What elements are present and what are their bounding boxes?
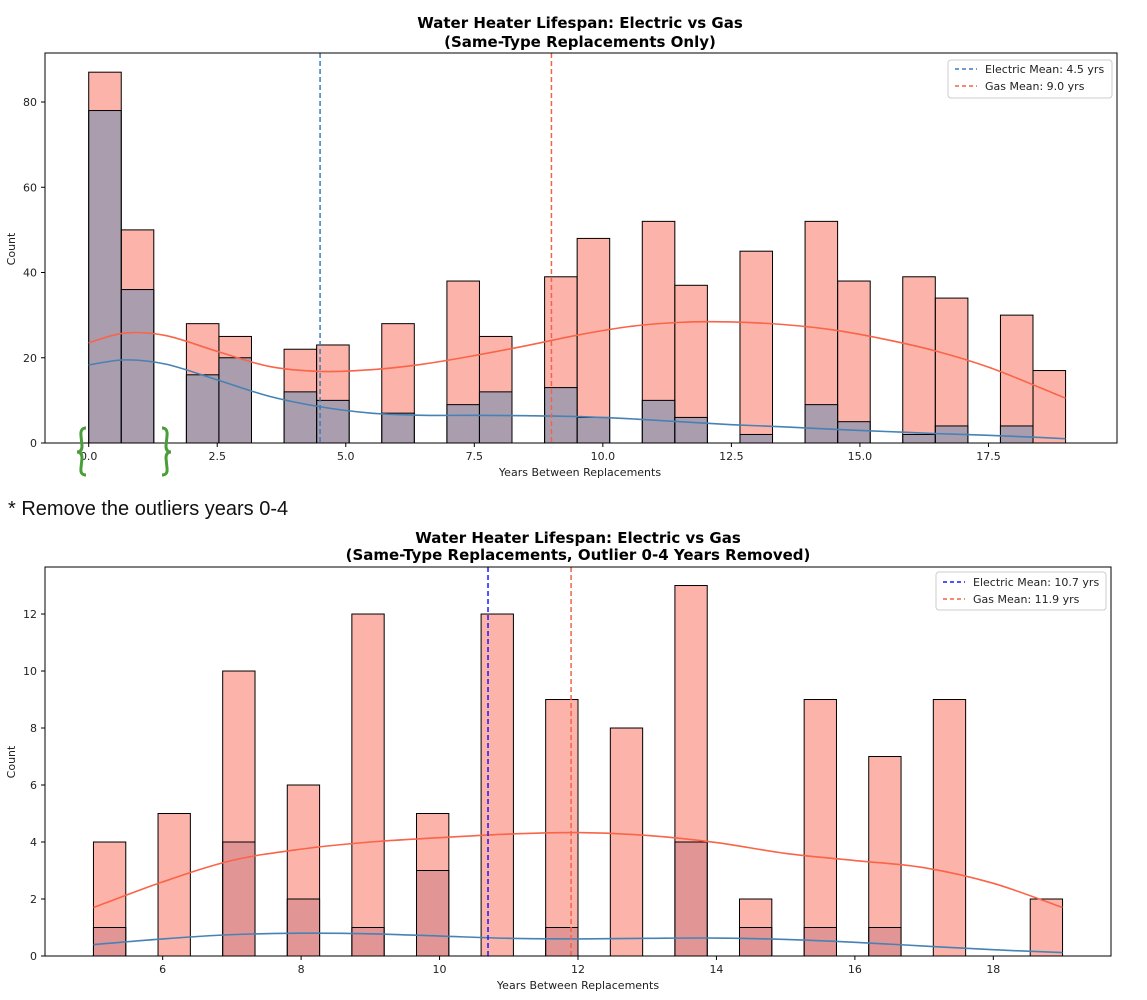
chart2-xlabel: Years Between Replacements [496, 979, 659, 992]
chart1-gas-bar [641, 220, 676, 444]
chart1-xtick-label: 12.5 [719, 450, 744, 463]
chart1-ytick-label: 20 [23, 352, 37, 365]
chart1-outlier-bracket [76, 426, 172, 477]
chart2-ytick-label: 10 [23, 665, 37, 678]
chart1-xtick-label: 15.0 [848, 450, 873, 463]
chart1-ytick-label: 40 [23, 267, 37, 280]
chart1-gas-bar [1032, 370, 1067, 444]
chart1-electric-bar [739, 433, 774, 444]
chart1-electric-bar [999, 425, 1034, 444]
chart1-electric-bar [902, 433, 936, 444]
chart1-electric-bar [446, 404, 480, 444]
chart2-ytick-label: 4 [30, 836, 37, 849]
chart2-gas-bar [92, 841, 127, 957]
chart1-xtick-label: 2.5 [208, 450, 226, 463]
chart2-gas-bar [157, 813, 191, 957]
chart1-gas-bar [120, 229, 155, 444]
chart1-xlabel: Years Between Replacements [498, 466, 661, 479]
chart1-title: Water Heater Lifespan: Electric vs Gas [417, 14, 743, 32]
chart2-legend-gas-label: Gas Mean: 11.9 yrs [973, 593, 1080, 606]
chart2-gas-bar [351, 613, 385, 957]
chart-electric-vs-gas-outliers-removed: Water Heater Lifespan: Electric vs Gas (… [5, 530, 1112, 992]
chart2-electric-bar [545, 927, 579, 957]
chart1-electric-bar [283, 391, 318, 444]
chart2-electric-bar [868, 927, 902, 957]
chart1-xtick-label: 7.5 [466, 450, 484, 463]
chart2-xtick-label: 6 [159, 963, 166, 976]
chart1-gas-bar [934, 297, 969, 444]
chart2-xtick-label: 14 [709, 963, 723, 976]
chart1-kde-electric [88, 359, 1066, 440]
chart2-subtitle: (Same-Type Replacements, Outlier 0-4 Yea… [346, 546, 811, 564]
chart1-electric-bar [120, 289, 155, 444]
chart2-ytick-label: 0 [30, 950, 37, 963]
chart1-kde-gas [88, 320, 1066, 399]
chart1-plot-area: 0 20 40 60 80 0.0 2.5 5.0 7.5 10.0 12.5 15.0 17.5 [23, 52, 1118, 463]
chart1-legend-gas-label: Gas Mean: 9.0 yrs [985, 80, 1085, 93]
chart1-xtick-label: 17.5 [976, 450, 1001, 463]
chart2-electric-bar [674, 841, 708, 957]
chart2-gas-bar [1029, 898, 1064, 957]
chart1-xtick-label: 5.0 [337, 450, 355, 463]
chart2-ytick-label: 12 [23, 608, 37, 621]
chart2-electric-bar [286, 898, 321, 957]
chart1-xtick-label: 0.0 [80, 450, 98, 463]
chart1-electric-bar [576, 416, 611, 444]
chart1-ytick-label: 60 [23, 181, 37, 194]
chart1-gas-bar [837, 280, 871, 444]
chart2-ytick-label: 2 [30, 893, 37, 906]
chart2-kde-electric [93, 932, 1063, 954]
chart1-xtick-label: 10.0 [591, 450, 616, 463]
chart2-electric-bar [738, 927, 773, 957]
chart2-gas-bar [222, 670, 256, 957]
chart1-electric-bar [381, 412, 415, 444]
chart1-gas-bar [739, 250, 774, 444]
chart2-xtick-label: 16 [848, 963, 862, 976]
chart1-gas-bar [999, 314, 1034, 444]
chart2-kde-gas [93, 831, 1063, 909]
chart2-frame [44, 566, 1112, 957]
chart2-gas-bar [932, 699, 967, 957]
chart2-electric-bar [351, 927, 385, 957]
chart2-gas-bar [609, 727, 644, 957]
chart1-legend-electric-label: Electric Mean: 4.5 yrs [985, 63, 1104, 76]
chart1-electric-bar [185, 374, 220, 444]
chart1-legend: Electric Mean: 4.5 yrs Gas Mean: 9.0 yrs [947, 59, 1113, 99]
chart1-electric-bar [478, 391, 513, 444]
chart2-gas-bar [480, 613, 514, 957]
outlier-note: * Remove the outliers years 0-4 [8, 498, 289, 520]
chart-electric-vs-gas-all: Water Heater Lifespan: Electric vs Gas (… [5, 14, 1118, 479]
chart1-gas-bar [283, 348, 318, 444]
chart2-xtick-label: 12 [571, 963, 585, 976]
chart1-frame [44, 52, 1118, 444]
chart1-gas-bar [316, 344, 350, 444]
chart1-ytick-label: 0 [30, 437, 37, 450]
chart1-gas-bar [674, 284, 708, 444]
chart2-gas-bar [545, 699, 579, 957]
chart2-gas-bar [803, 699, 837, 957]
chart2-title: Water Heater Lifespan: Electric vs Gas [415, 530, 741, 547]
chart2-gas-bar [868, 756, 902, 957]
chart1-ytick-label: 80 [23, 96, 37, 109]
chart2-xtick-label: 10 [433, 963, 447, 976]
chart2-gas-bar [286, 784, 321, 957]
chart1-electric-bar [837, 421, 871, 444]
chart2-ytick-label: 6 [30, 779, 37, 792]
chart1-subtitle: (Same-Type Replacements Only) [444, 33, 716, 51]
chart2-ylabel: Count [5, 745, 18, 778]
chart2-xtick-label: 8 [298, 963, 305, 976]
chart1-gas-bar [576, 237, 611, 444]
chart1-electric-bar [544, 387, 578, 444]
chart1-electric-bar [218, 357, 252, 444]
chart1-gas-bar [902, 276, 936, 444]
chart1-electric-bar [804, 404, 839, 444]
chart2-legend: Electric Mean: 10.7 yrs Gas Mean: 11.9 y… [935, 571, 1107, 611]
chart1-ylabel: Count [5, 232, 18, 265]
chart2-xtick-label: 18 [986, 963, 1000, 976]
chart2-ytick-label: 8 [30, 722, 37, 735]
chart2-legend-electric-label: Electric Mean: 10.7 yrs [973, 576, 1099, 589]
chart1-electric-bar [88, 110, 122, 444]
chart2-electric-bar [416, 870, 450, 957]
chart2-plot-area: 0 2 4 6 8 10 12 6 8 10 12 14 16 18 [23, 566, 1112, 976]
